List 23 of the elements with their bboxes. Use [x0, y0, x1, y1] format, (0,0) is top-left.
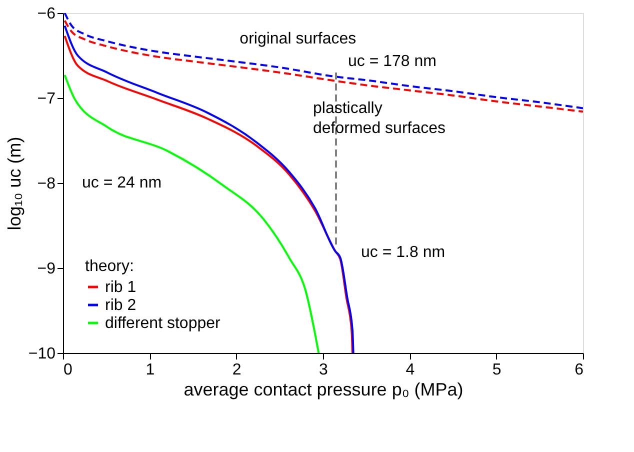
annotation: original surfaces	[240, 30, 356, 48]
y-tick-label: −6	[37, 6, 56, 22]
annotation: uc = 1.8 nm	[361, 244, 446, 261]
x-tick-label: 3	[319, 362, 328, 378]
y-tick-label: −10	[28, 346, 56, 362]
legend-label: rib 1	[105, 279, 136, 296]
y-tick-label: −9	[37, 260, 56, 278]
y-tick-label: −8	[37, 176, 56, 192]
x-tick-label: 5	[492, 362, 502, 378]
legend-label: rib 2	[105, 297, 136, 314]
x-tick-label: 0	[64, 362, 72, 378]
x-tick-label: 6	[574, 362, 584, 378]
y-axis-title: log₁₀ uc (m)	[4, 136, 24, 230]
annotation: uc = 24 nm	[82, 174, 162, 192]
x-tick-label: 4	[406, 362, 415, 378]
x-tick-label: 2	[232, 362, 242, 378]
annotation: plastically deformed surfaces	[313, 100, 446, 137]
x-axis-title: average contact pressure p₀ (MPa)	[184, 380, 464, 400]
annotation: uc = 178 nm	[348, 52, 436, 70]
legend-title: theory:	[85, 258, 134, 275]
y-tick-label: −7	[37, 90, 56, 108]
x-tick-label: 1	[146, 362, 155, 378]
legend-label: different stopper	[105, 315, 222, 332]
